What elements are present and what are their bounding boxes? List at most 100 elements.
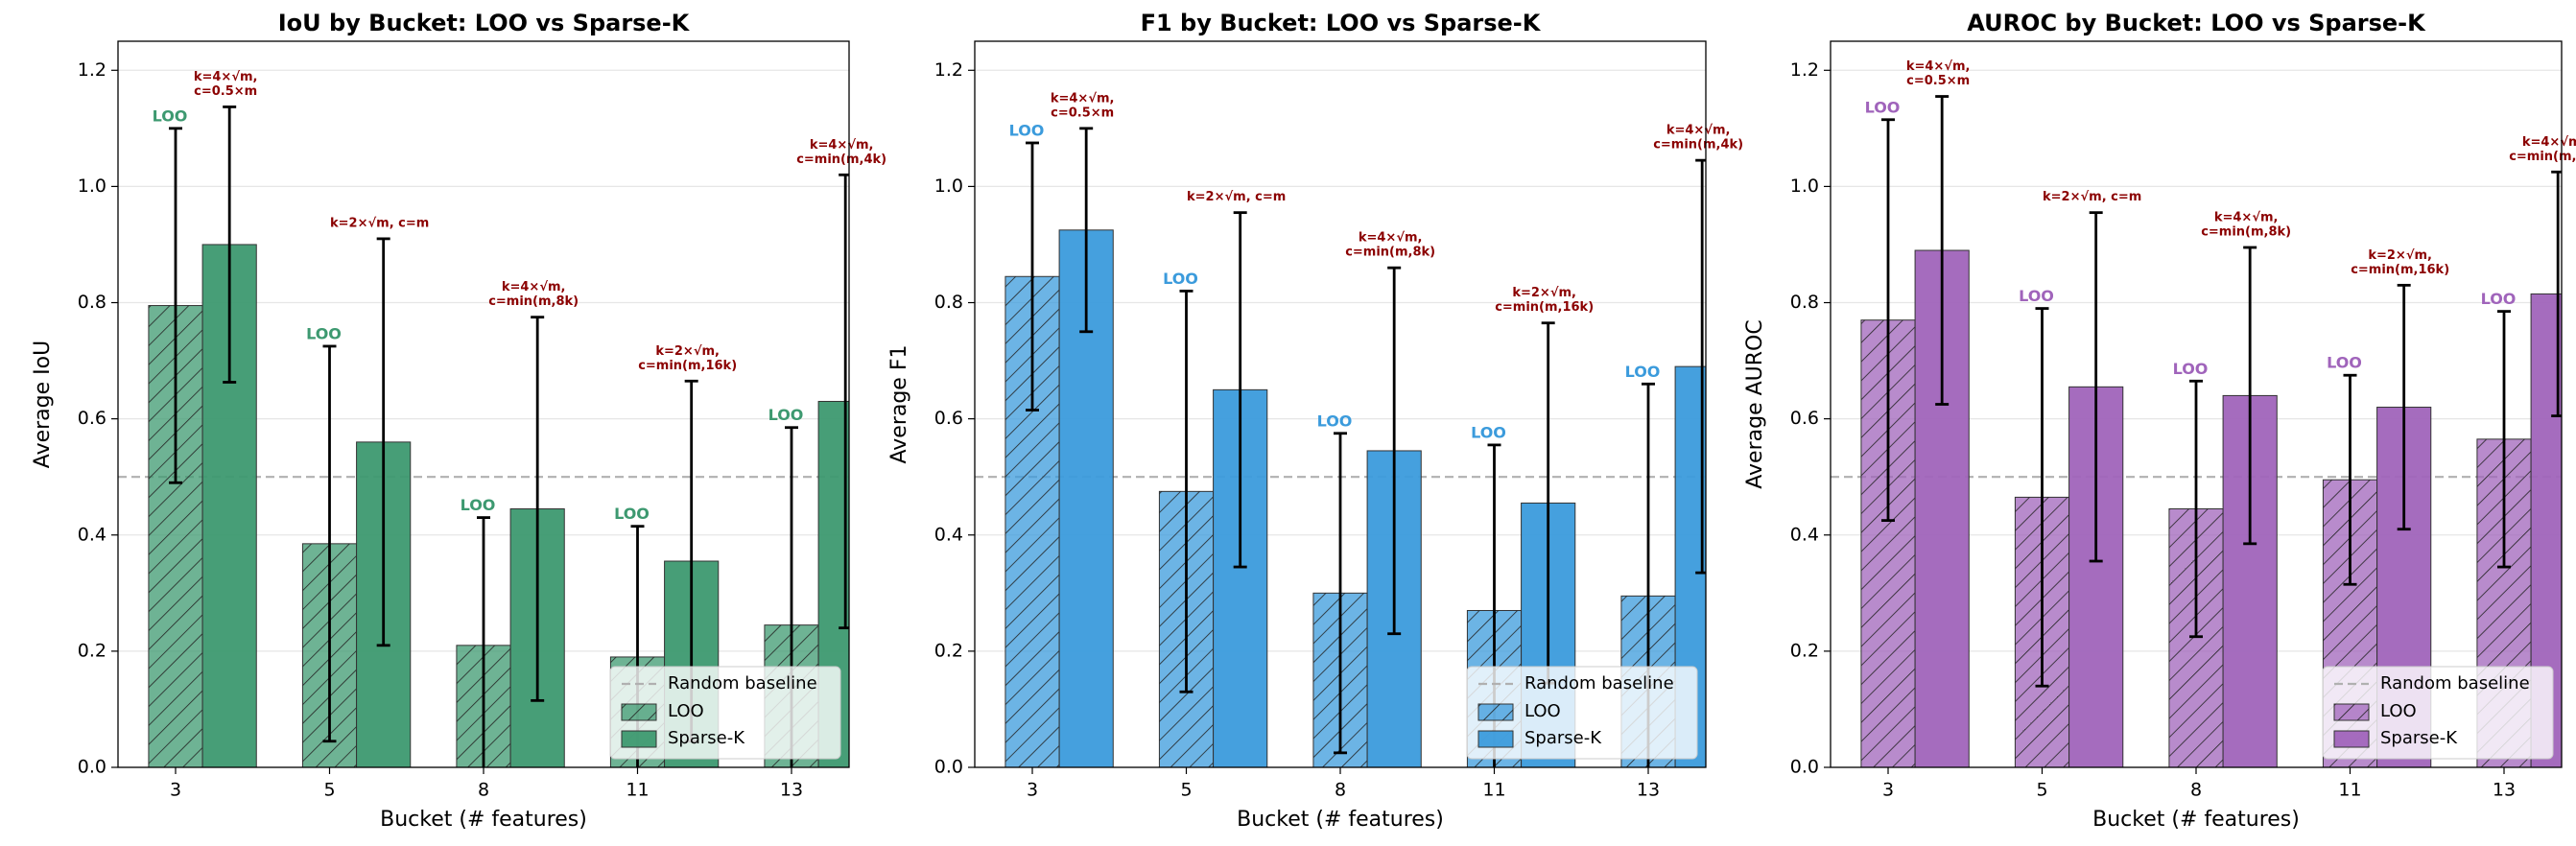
- config-annotation: c=min(m,8k): [488, 294, 579, 309]
- config-annotation: c=min(m,8k): [1345, 246, 1435, 260]
- x-tick-label: 3: [1027, 780, 1038, 801]
- y-tick-label: 1.2: [1790, 59, 1819, 81]
- y-tick-label: 0.0: [1790, 757, 1819, 778]
- x-tick-label: 11: [2338, 780, 2361, 801]
- bars: [1860, 95, 2562, 767]
- legend-label: Sparse-K: [2380, 728, 2458, 748]
- legend-hatch: [2334, 704, 2369, 720]
- legend: Random baseline LOO Sparse-K: [609, 666, 841, 760]
- bar-label: LOO: [306, 324, 342, 342]
- bar-label: LOO: [2481, 290, 2517, 308]
- x-tick-label: 11: [1482, 780, 1505, 801]
- y-tick-label: 0.6: [934, 408, 963, 429]
- config-annotation: c=min(m,4k): [2509, 150, 2576, 164]
- legend-label: Random baseline: [2380, 673, 2530, 693]
- config-annotation: c=0.5×m: [1051, 106, 1114, 120]
- legend-label: Random baseline: [668, 673, 817, 693]
- y-tick-label: 0.2: [934, 640, 963, 661]
- legend-box: [609, 666, 841, 760]
- config-annotation: c=min(m,16k): [638, 359, 737, 373]
- x-tick-label: 8: [2190, 780, 2202, 801]
- x-axis-label: Bucket (# features): [380, 808, 587, 832]
- config-annotation: c=min(m,4k): [796, 153, 886, 167]
- legend-swatch: [1477, 730, 1514, 748]
- bar-label: LOO: [1163, 270, 1198, 288]
- legend: Random baseline LOO Sparse-K: [2322, 666, 2554, 760]
- x-tick-label: 13: [1637, 780, 1660, 801]
- config-annotation: k=4×√m,: [502, 280, 566, 294]
- config-annotation: k=4×√m,: [2522, 135, 2576, 150]
- config-annotation: k=4×√m,: [2214, 210, 2279, 224]
- x-axis-label: Bucket (# features): [2092, 808, 2300, 832]
- y-tick-label: 1.0: [78, 176, 106, 197]
- bar-label: LOO: [768, 406, 804, 424]
- legend-hatch: [622, 704, 656, 720]
- x-axis-label: Bucket (# features): [1237, 808, 1444, 832]
- axes-frame: [1830, 40, 2563, 768]
- panel: AUROC by Bucket: LOO vs Sparse-K Bucket (…: [1743, 10, 2576, 832]
- legend-label: LOO: [2380, 701, 2417, 721]
- config-annotation: k=2×√m,: [655, 344, 720, 359]
- bar-label: LOO: [1471, 423, 1506, 441]
- y-tick-label: 0.4: [934, 524, 963, 545]
- y-tick-label: 0.8: [78, 292, 106, 313]
- y-tick-label: 0.4: [78, 524, 106, 545]
- x-tick-label: 5: [2036, 780, 2047, 801]
- bar-label: LOO: [2327, 354, 2362, 372]
- bar-label: LOO: [2019, 287, 2054, 305]
- config-annotation: c=0.5×m: [1906, 74, 1970, 88]
- legend-box: [2322, 666, 2554, 760]
- panel: F1 by Bucket: LOO vs Sparse-K Bucket (# f…: [887, 10, 1743, 832]
- bar-label: LOO: [1009, 121, 1045, 139]
- bar-label: LOO: [1625, 363, 1661, 381]
- config-annotation: k=2×√m, c=m: [1187, 190, 1286, 204]
- chart-title: F1 by Bucket: LOO vs Sparse-K: [1141, 10, 1542, 36]
- x-tick-label: 13: [780, 780, 803, 801]
- y-axis-label: Average IoU: [31, 341, 55, 468]
- x-tick-label: 5: [1180, 780, 1192, 801]
- legend-label: Sparse-K: [668, 728, 745, 748]
- y-tick-label: 0.0: [934, 757, 963, 778]
- axes-frame: [117, 40, 850, 768]
- bar-label: LOO: [153, 106, 188, 125]
- legend-swatch: [2333, 730, 2370, 748]
- bar-label: LOO: [1865, 98, 1901, 116]
- config-annotation: c=0.5×m: [194, 84, 257, 99]
- legend-label: Random baseline: [1524, 673, 1674, 693]
- x-tick-label: 13: [2493, 780, 2516, 801]
- y-tick-label: 0.4: [1790, 524, 1819, 545]
- y-tick-label: 0.6: [1790, 408, 1819, 429]
- config-annotation: c=min(m,16k): [2351, 263, 2449, 277]
- y-tick-label: 1.2: [934, 59, 963, 81]
- config-annotation: c=min(m,16k): [1495, 300, 1594, 315]
- y-tick-label: 1.0: [934, 176, 963, 197]
- config-annotation: k=4×√m,: [1906, 59, 1971, 74]
- config-annotation: k=2×√m, c=m: [330, 216, 429, 230]
- bar-label: LOO: [461, 496, 496, 514]
- y-tick-label: 0.8: [934, 292, 963, 313]
- legend-label: Sparse-K: [1524, 728, 1602, 748]
- config-annotation: k=4×√m,: [1359, 231, 1423, 246]
- config-annotation: c=min(m,4k): [1653, 138, 1743, 153]
- bar-label: LOO: [614, 505, 650, 523]
- chart-title: IoU by Bucket: LOO vs Sparse-K: [278, 10, 691, 36]
- legend-label: LOO: [1524, 701, 1561, 721]
- x-tick-label: 8: [1335, 780, 1346, 801]
- y-axis-label: Average F1: [887, 345, 911, 464]
- config-annotation: k=2×√m,: [2368, 248, 2432, 263]
- legend-box: [1466, 666, 1698, 760]
- y-tick-label: 0.6: [78, 408, 106, 429]
- config-annotation: k=2×√m,: [1512, 286, 1576, 300]
- config-annotation: k=2×√m, c=m: [2043, 190, 2141, 204]
- legend: Random baseline LOO Sparse-K: [1466, 666, 1698, 760]
- legend-swatch: [621, 730, 657, 748]
- x-tick-label: 3: [1882, 780, 1894, 801]
- y-axis-label: Average AUROC: [1743, 319, 1767, 488]
- y-tick-label: 0.2: [78, 640, 106, 661]
- x-tick-label: 5: [323, 780, 335, 801]
- x-tick-label: 8: [478, 780, 489, 801]
- y-tick-label: 0.0: [78, 757, 106, 778]
- config-annotation: k=4×√m,: [1666, 124, 1731, 138]
- x-tick-label: 3: [170, 780, 181, 801]
- bar-label: LOO: [1317, 411, 1353, 430]
